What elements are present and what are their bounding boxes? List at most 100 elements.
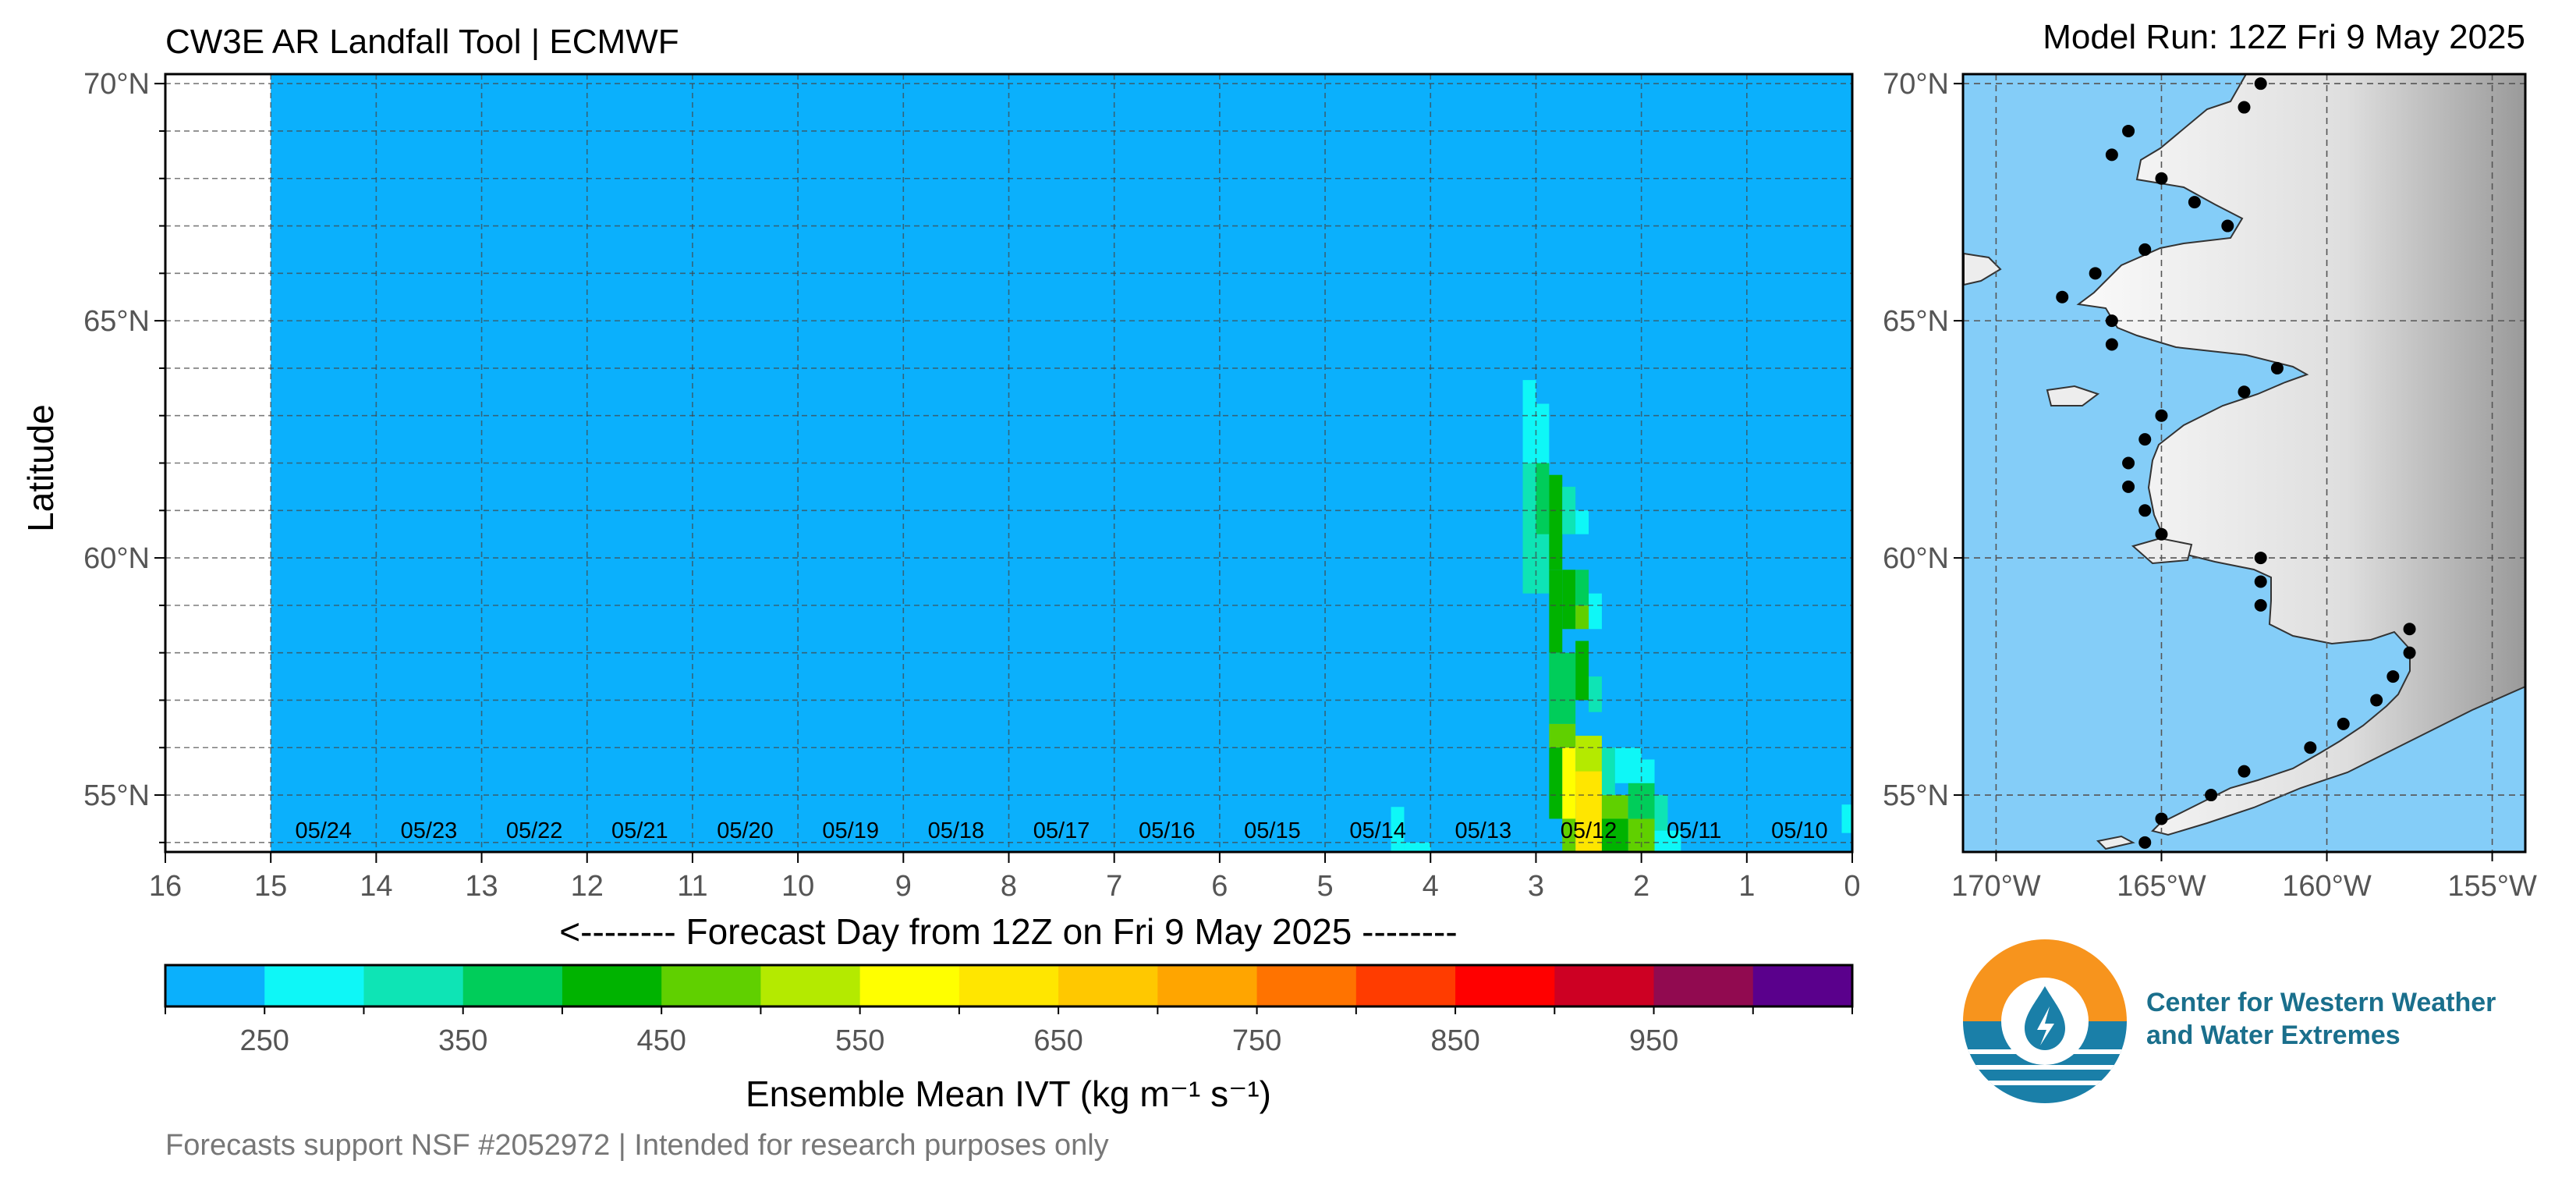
x-tick-label: 0 bbox=[1844, 870, 1860, 903]
coast-point bbox=[2403, 646, 2416, 659]
ivt-cell bbox=[1549, 652, 1576, 724]
x-axis-label: <-------- Forecast Day from 12Z on Fri 9… bbox=[559, 911, 1457, 952]
main-grid bbox=[165, 74, 1852, 852]
colorbar-segment bbox=[363, 965, 464, 1006]
y-tick-label: 70°N bbox=[83, 68, 150, 101]
ivt-cell bbox=[1562, 818, 1576, 852]
y-tick-label: 60°N bbox=[83, 542, 150, 575]
map-panel: 170°W 165°W 160°W 155°W 70°N 65°N 60°N 55°N bbox=[1883, 68, 2537, 903]
data-region bbox=[271, 74, 1852, 852]
ivt-cell bbox=[1575, 510, 1589, 534]
coast-point bbox=[2254, 552, 2267, 565]
date-label: 05/20 bbox=[717, 818, 774, 843]
ivt-cell bbox=[1562, 570, 1576, 630]
coast-point bbox=[2122, 480, 2135, 493]
ivt-cell bbox=[1522, 380, 1536, 463]
date-label: 05/24 bbox=[295, 818, 352, 843]
main-x-ticks: 16 15 14 13 12 11 10 9 8 7 6 5 4 3 2 1 0 bbox=[149, 852, 1861, 903]
date-label: 05/18 bbox=[928, 818, 985, 843]
colorbar-tick-label: 650 bbox=[1033, 1024, 1082, 1057]
coast-point bbox=[2304, 741, 2317, 754]
map-y-tick-label: 60°N bbox=[1883, 542, 1949, 575]
ivt-cell bbox=[1549, 474, 1563, 570]
colorbar-segment bbox=[1157, 965, 1258, 1006]
ivt-cell bbox=[1549, 570, 1563, 653]
x-tick-label: 6 bbox=[1211, 870, 1228, 903]
date-label: 05/17 bbox=[1033, 818, 1090, 843]
map-y-tick-label: 70°N bbox=[1883, 68, 1949, 101]
x-tick-label: 10 bbox=[781, 870, 814, 903]
coast-point bbox=[2105, 148, 2118, 162]
colorbar-segment bbox=[661, 965, 761, 1006]
coast-point bbox=[2155, 172, 2168, 185]
colorbar-segment bbox=[165, 965, 265, 1006]
colorbar-segment bbox=[1554, 965, 1655, 1006]
map-frame bbox=[1961, 73, 2527, 854]
map-x-tick-label: 160°W bbox=[2282, 870, 2372, 903]
ivt-cell bbox=[1575, 641, 1589, 701]
coast-point bbox=[2105, 338, 2118, 351]
ivt-cell bbox=[1562, 486, 1576, 534]
date-label: 05/11 bbox=[1667, 818, 1721, 843]
ivt-cell bbox=[1549, 747, 1563, 819]
colorbar-tick-label: 550 bbox=[835, 1024, 884, 1057]
coast-point bbox=[2188, 196, 2201, 209]
ivt-cell bbox=[1601, 795, 1628, 819]
date-label: 05/10 bbox=[1771, 818, 1828, 843]
model-run-title: Model Run: 12Z Fri 9 May 2025 bbox=[2043, 18, 2525, 56]
ivt-cell bbox=[1589, 593, 1602, 630]
coast-point bbox=[2254, 575, 2267, 588]
coast-point bbox=[2270, 361, 2284, 374]
ivt-cell bbox=[1536, 403, 1550, 463]
y-axis-label: Latitude bbox=[20, 404, 61, 532]
coast-point bbox=[2370, 694, 2383, 707]
ivt-cells bbox=[1391, 380, 1852, 852]
map-x-tick-label: 165°W bbox=[2117, 870, 2206, 903]
coast-point bbox=[2386, 670, 2400, 683]
map-land bbox=[1963, 74, 2525, 850]
colorbar-frame bbox=[164, 964, 1854, 1008]
map-y-tick-label: 55°N bbox=[1883, 779, 1949, 812]
logo-line-1: Center for Western Weather bbox=[2146, 988, 2496, 1017]
coast-point bbox=[2122, 456, 2135, 470]
ivt-cell bbox=[1614, 747, 1642, 783]
coast-point bbox=[2155, 812, 2168, 825]
x-tick-label: 8 bbox=[1001, 870, 1017, 903]
ivt-cell bbox=[1601, 747, 1615, 796]
ivt-cell bbox=[1404, 842, 1431, 852]
ivt-cell bbox=[1589, 676, 1602, 712]
ivt-cell bbox=[1575, 605, 1589, 630]
date-label: 05/22 bbox=[506, 818, 563, 843]
colorbar-segment bbox=[760, 965, 861, 1006]
colorbar: 250 350 450 550 650 750 850 950 bbox=[164, 964, 1854, 1057]
x-tick-label: 7 bbox=[1106, 870, 1122, 903]
coast-point bbox=[2105, 314, 2118, 328]
ivt-cell bbox=[1654, 795, 1668, 831]
aleutian-island bbox=[2096, 835, 2135, 850]
heatmap-plot: 70°N65°N60°N55°N 16 15 14 13 12 11 10 9 8 7 6 5 4 3 2 1… bbox=[83, 68, 1860, 903]
coast-point bbox=[2138, 836, 2152, 849]
colorbar-segment bbox=[1752, 965, 1853, 1006]
x-tick-label: 3 bbox=[1528, 870, 1544, 903]
map-x-ticks: 170°W 165°W 160°W 155°W bbox=[1951, 852, 2537, 903]
colorbar-segment bbox=[958, 965, 1059, 1006]
colorbar-segment bbox=[1058, 965, 1158, 1006]
colorbar-tick-label: 950 bbox=[1629, 1024, 1678, 1057]
colorbar-segment bbox=[859, 965, 960, 1006]
main-y-ticks: 70°N 65°N 60°N 55°N bbox=[83, 68, 165, 843]
x-tick-label: 11 bbox=[677, 870, 707, 903]
colorbar-tick-label: 750 bbox=[1232, 1024, 1281, 1057]
coast-point bbox=[2155, 527, 2168, 541]
date-label: 05/12 bbox=[1561, 818, 1618, 843]
coast-point bbox=[2254, 598, 2267, 612]
date-label: 05/14 bbox=[1349, 818, 1406, 843]
colorbar-segment bbox=[264, 965, 364, 1006]
colorbar-segment bbox=[1256, 965, 1357, 1006]
date-label: 05/15 bbox=[1244, 818, 1301, 843]
colorbar-tick-label: 350 bbox=[438, 1024, 487, 1057]
ivt-cell bbox=[1601, 818, 1628, 852]
date-label: 05/16 bbox=[1139, 818, 1196, 843]
x-tick-label: 9 bbox=[895, 870, 912, 903]
date-label: 05/23 bbox=[401, 818, 458, 843]
